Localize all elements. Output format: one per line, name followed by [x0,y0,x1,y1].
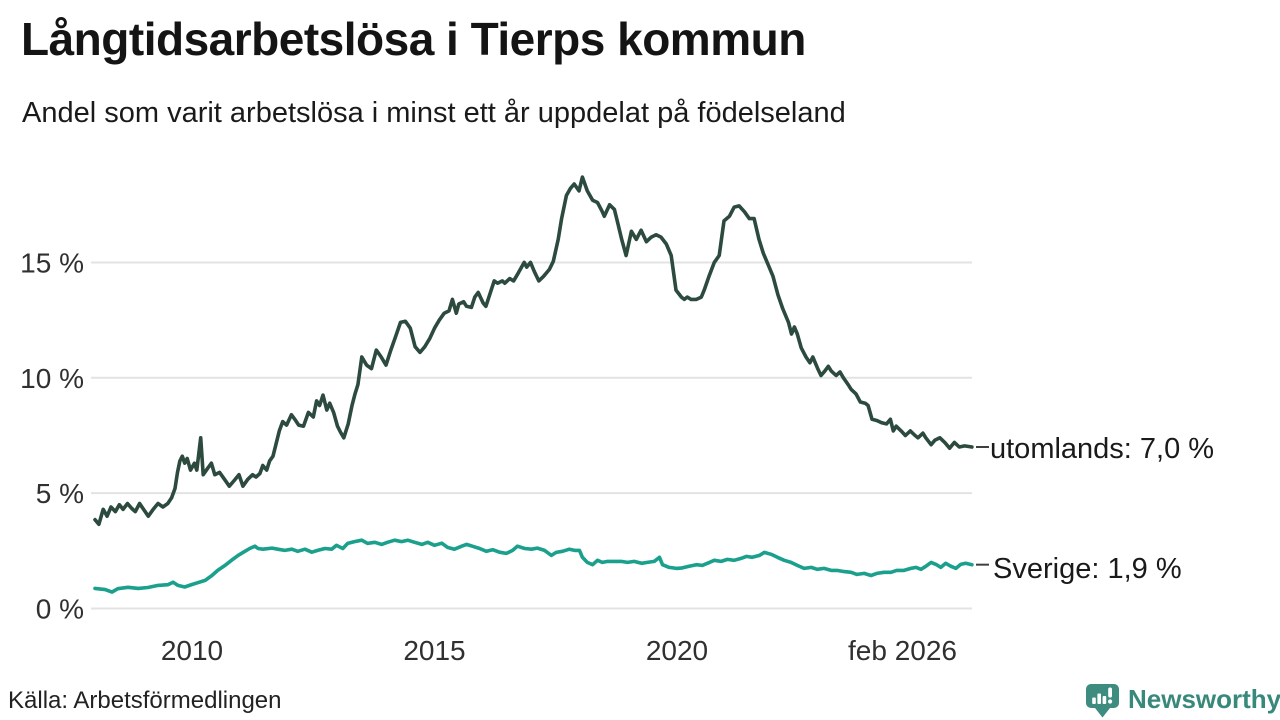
x-tick-label: feb 2026 [848,635,957,666]
x-tick-label: 2015 [403,635,465,666]
y-tick-label: 15 % [20,247,84,278]
series-line-utomlands [93,175,974,527]
y-tick-label: 0 % [36,594,84,625]
series-end-label-utomlands: utomlands: 7,0 % [990,433,1215,465]
series-line-sverige [93,538,974,594]
y-tick-label: 10 % [20,363,84,394]
x-tick-label: 2020 [646,635,708,666]
page-title: Långtidsarbetslösa i Tierps kommun [21,13,806,65]
source-note: Källa: Arbetsförmedlingen [8,687,282,714]
y-tick-label: 5 % [36,478,84,509]
series-end-label-sverige: Sverige: 1,9 % [993,553,1182,585]
newsworthy-logo-icon [1086,684,1119,718]
newsworthy-logo: Newsworthy [1086,683,1280,719]
x-tick-label: 2010 [161,635,223,666]
page-subtitle: Andel som varit arbetslösa i minst ett å… [22,97,846,129]
newsworthy-logo-text: Newsworthy [1128,684,1280,714]
